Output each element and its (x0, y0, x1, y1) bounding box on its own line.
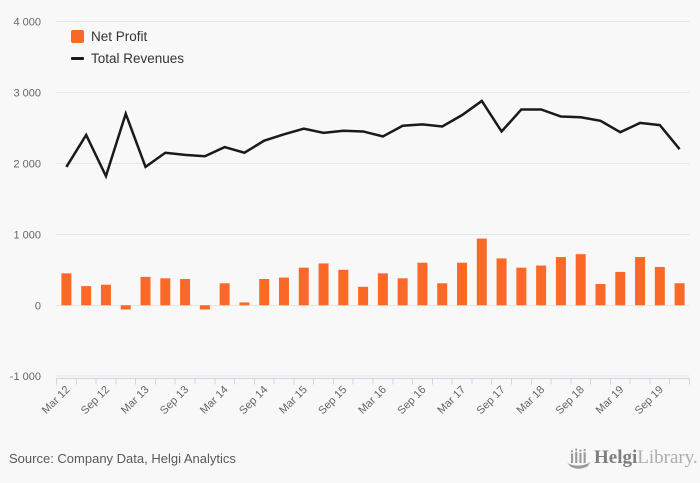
net-profit-bar[interactable] (278, 277, 289, 306)
y-axis-label: 1 000 (13, 229, 41, 241)
x-axis (56, 378, 690, 385)
helgi-ship-icon (567, 448, 591, 469)
net-profit-bar[interactable] (318, 263, 329, 306)
x-axis-labels: Mar 12 Sep 12 Mar 13 Sep 13 Mar 14 Sep 14 Mar … (40, 384, 666, 417)
x-axis-label: Mar 19 (594, 384, 627, 417)
gridlines (56, 21, 690, 377)
net-profit-bar[interactable] (635, 257, 646, 306)
y-axis-label: 2 000 (13, 158, 41, 170)
x-axis-label: Sep 12 (79, 384, 112, 417)
legend-label-net-profit: Net Profit (91, 29, 148, 44)
net-profit-bar[interactable] (377, 273, 388, 306)
x-axis-label: Mar 18 (515, 384, 548, 417)
x-axis-label: Sep 19 (633, 384, 666, 417)
total-revenues-swatch-icon (71, 57, 84, 60)
net-profit-bar[interactable] (61, 273, 72, 306)
net-profit-bar[interactable] (595, 283, 606, 306)
net-profit-bar[interactable] (476, 238, 487, 306)
x-axis-label: Sep 18 (554, 384, 587, 417)
x-axis-label: Mar 16 (356, 384, 389, 417)
x-axis-label: Mar 15 (277, 384, 310, 417)
legend-label-total-revenues: Total Revenues (91, 51, 185, 66)
legend-item-net-profit[interactable]: Net Profit (71, 29, 184, 44)
net-profit-bar[interactable] (100, 284, 111, 306)
net-profit-bar[interactable] (298, 267, 309, 306)
y-axis-label: 3 000 (13, 87, 41, 99)
net-profit-bar[interactable] (417, 262, 428, 306)
x-axis-label: Sep 14 (237, 384, 270, 417)
x-axis-label: Mar 12 (40, 384, 73, 417)
x-axis-label: Mar 14 (198, 384, 231, 417)
net-profit-bar[interactable] (140, 276, 151, 306)
logo-text-helgi: Helgi (594, 447, 638, 468)
net-profit-bars[interactable] (61, 238, 685, 310)
net-profit-bar[interactable] (516, 267, 527, 306)
net-profit-bar[interactable] (81, 286, 92, 306)
y-axis-label: 4 000 (13, 17, 41, 29)
net-profit-bar[interactable] (615, 271, 626, 306)
x-axis-label: Sep 16 (395, 384, 428, 417)
net-profit-bar[interactable] (457, 262, 468, 306)
net-profit-bar[interactable] (120, 305, 131, 310)
chart-legend: Net Profit Total Revenues (71, 29, 184, 66)
net-profit-bar[interactable] (180, 279, 191, 306)
y-axis-labels: -1 000 0 1 000 2 000 3 000 4 000 (10, 17, 41, 384)
net-profit-bar[interactable] (575, 254, 586, 306)
net-profit-bar[interactable] (239, 302, 250, 306)
net-profit-bar[interactable] (199, 305, 210, 310)
chart-canvas: -1 000 0 1 000 2 000 3 000 4 000 Mar 12 Sep 12 M… (10, 17, 690, 417)
logo-wordmark: HelgiLibrary. (594, 446, 698, 469)
x-axis-label: Mar 13 (119, 384, 152, 417)
net-profit-bar[interactable] (496, 258, 507, 306)
x-axis-label: Sep 15 (316, 384, 349, 417)
net-profit-swatch-icon (71, 30, 84, 43)
net-profit-bar[interactable] (555, 257, 566, 306)
net-profit-bar[interactable] (437, 283, 448, 306)
y-axis-label: 0 (35, 300, 41, 312)
source-caption: Source: Company Data, Helgi Analytics (9, 451, 236, 466)
net-profit-bar[interactable] (654, 266, 665, 306)
net-profit-bar[interactable] (338, 269, 349, 306)
total-revenues-line[interactable] (65, 99, 681, 180)
net-profit-bar[interactable] (674, 283, 685, 306)
net-profit-bar[interactable] (536, 265, 547, 306)
net-profit-bar[interactable] (397, 278, 408, 306)
net-profit-bar[interactable] (219, 283, 230, 306)
logo-text-library: Library. (637, 447, 698, 468)
x-axis-label: Sep 13 (158, 384, 191, 417)
legend-item-total-revenues[interactable]: Total Revenues (71, 51, 184, 66)
net-profit-bar[interactable] (160, 278, 171, 306)
helgi-library-logo[interactable]: HelgiLibrary. (566, 446, 698, 472)
y-axis-label: -1 000 (10, 371, 41, 383)
net-profit-bar[interactable] (358, 286, 369, 306)
x-axis-label: Sep 17 (475, 384, 508, 417)
net-profit-bar[interactable] (259, 279, 270, 306)
x-axis-label: Mar 17 (435, 384, 468, 417)
